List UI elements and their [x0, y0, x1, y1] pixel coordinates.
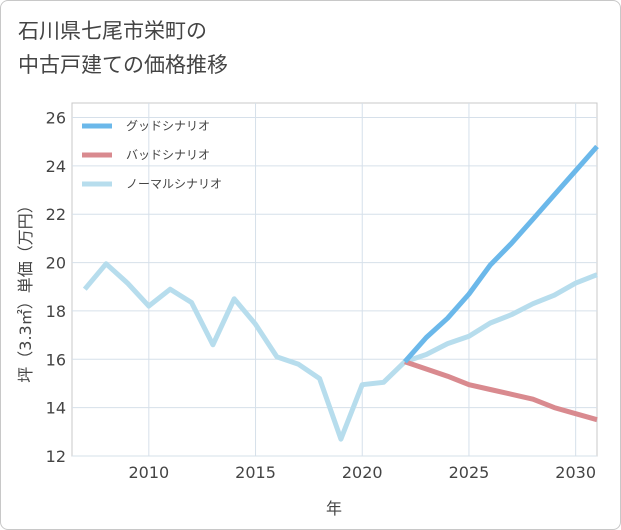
x-tick-label: 2015: [235, 463, 276, 482]
chart-title-line-2: 中古戸建ての価格推移: [18, 53, 228, 77]
x-tick-label: 2030: [555, 463, 596, 482]
y-tick-label: 20: [46, 254, 66, 273]
y-tick-label: 18: [46, 302, 66, 321]
legend-label: ノーマルシナリオ: [126, 177, 222, 191]
chart-title-line-1: 石川県七尾市栄町の: [18, 19, 207, 43]
x-tick-label: 2010: [128, 463, 169, 482]
x-axis-label: 年: [326, 499, 342, 518]
y-tick-label: 24: [46, 157, 66, 176]
y-tick-label: 26: [46, 109, 66, 128]
legend-label: グッドシナリオ: [126, 119, 210, 133]
legend-label: バッドシナリオ: [126, 148, 210, 162]
y-axis-label: 坪（3.3㎡）単価（万円）: [16, 197, 35, 382]
series-lines: [82, 144, 599, 442]
chart-title: 石川県七尾市栄町の 中古戸建ての価格推移: [18, 14, 228, 82]
y-tick-label: 16: [46, 350, 66, 369]
x-tick-label: 2020: [342, 463, 383, 482]
series-line-3: [82, 261, 598, 442]
series-line-1: [403, 144, 599, 364]
tick-labels: 12 14 16 18 20 22 24 26 2010 2015 2020 2025 2030: [46, 109, 596, 482]
y-tick-label: 14: [46, 399, 66, 418]
series-line-2: [404, 359, 598, 423]
x-tick-label: 2025: [449, 463, 490, 482]
plot-area: [71, 102, 598, 457]
y-tick-label: 22: [46, 205, 66, 224]
grid-lines: [72, 103, 597, 457]
y-tick-label: 12: [46, 447, 66, 466]
